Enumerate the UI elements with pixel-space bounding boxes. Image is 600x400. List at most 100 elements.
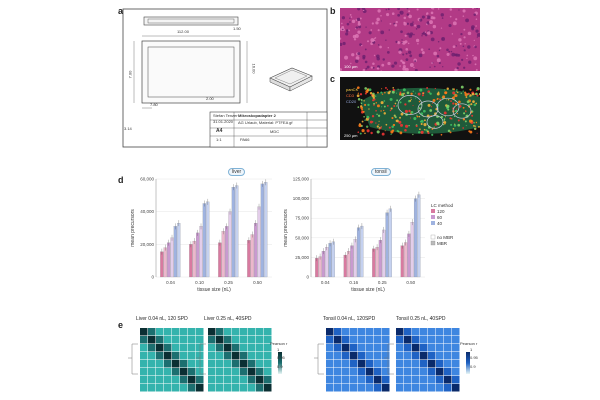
heatmap-cell [148, 376, 156, 384]
bar [221, 231, 225, 278]
heatmap-cell [358, 336, 366, 344]
heatmap-cell [452, 352, 460, 360]
he-texture [415, 27, 418, 30]
he-texture [409, 54, 413, 58]
heatmap-cell [164, 352, 172, 360]
heatmap-cell [404, 376, 412, 384]
heatmap-cell [208, 352, 216, 360]
heatmap-cell [224, 360, 232, 368]
heatmap-cell [240, 376, 248, 384]
he-texture [341, 22, 343, 25]
he-texture [402, 53, 405, 56]
fl-texture [413, 117, 417, 121]
he-texture [476, 8, 478, 10]
fl-texture [359, 132, 362, 135]
heatmap-cell [358, 360, 366, 368]
he-texture [440, 27, 443, 29]
fl-texture [410, 92, 413, 95]
fl-texture [356, 86, 360, 89]
y-tick-label: 0 [306, 275, 309, 280]
fl-texture [452, 88, 454, 90]
he-texture [393, 61, 398, 65]
bar [404, 242, 408, 278]
fl-texture [362, 110, 365, 113]
fl-texture [434, 87, 436, 90]
he-texture [439, 47, 442, 50]
dim-d1: 7.80 [150, 102, 158, 107]
he-texture [442, 66, 444, 68]
heatmap-cell [382, 376, 390, 384]
heatmap-cell [240, 368, 248, 376]
fl-texture [462, 118, 466, 121]
bar [356, 227, 361, 278]
he-texture [365, 26, 367, 28]
y-tick-label: 50,000 [295, 235, 309, 240]
he-texture [366, 40, 370, 43]
drawing-plan-view [141, 40, 241, 104]
heatmap-cell [188, 360, 196, 368]
colorbar-tick-1c: 0.9 [277, 364, 283, 369]
he-texture [351, 53, 355, 57]
he-texture [424, 31, 427, 33]
heatmap-cell [156, 328, 164, 336]
heatmap-cell [452, 376, 460, 384]
bar [325, 247, 329, 278]
heatmap-cell [350, 336, 358, 344]
heatmap-cell [350, 368, 358, 376]
drawing-iso-view [269, 67, 313, 92]
y-tick-label: 25,000 [295, 255, 309, 260]
heatmap-cell [208, 368, 216, 376]
he-texture [408, 14, 412, 19]
x-tick-label: 0.04 [166, 280, 175, 285]
heatmap-cell [358, 368, 366, 376]
colorbar-title-1: Pearson r [270, 341, 288, 346]
he-texture [429, 20, 433, 25]
fl-texture [363, 115, 365, 118]
fl-texture [476, 132, 478, 134]
he-texture [361, 8, 366, 10]
fl-texture [468, 119, 473, 123]
heatmap-cell [444, 376, 452, 384]
tb-name: Stefan Tenzer [213, 113, 238, 118]
fl-texture [409, 99, 412, 102]
he-texture [389, 22, 392, 25]
y-tick-label: 20,000 [140, 242, 154, 247]
bar [400, 245, 404, 278]
bar [413, 198, 418, 278]
fl-texture [406, 91, 410, 95]
dendrogram [384, 343, 394, 375]
bar [346, 251, 351, 278]
bar-chart-liver: 0 20,000 40,000 60,000 0.04 0.10 0.25 0.50 tissu… [130, 177, 272, 293]
heatmap-cell [196, 376, 204, 384]
bar [353, 239, 357, 278]
he-texture [405, 58, 409, 62]
fl-texture [465, 96, 468, 99]
he-texture [473, 39, 475, 42]
fl-texture [383, 100, 386, 102]
he-texture [414, 60, 417, 63]
fl-texture [475, 102, 478, 105]
he-texture [462, 45, 465, 48]
heatmap-cell [358, 328, 366, 336]
fl-texture [444, 89, 446, 91]
heatmap-cell [180, 352, 188, 360]
heatmap-cell [396, 328, 404, 336]
he-texture [431, 8, 435, 10]
fl-outline [426, 115, 444, 129]
y-axis-label: mean precursors [283, 209, 289, 247]
heatmap-cell [216, 384, 224, 392]
heatmap-cell [240, 336, 248, 344]
y-tick-label: 60,000 [140, 177, 154, 182]
he-texture [462, 9, 466, 13]
he-texture [359, 17, 362, 20]
heatmap-cell [224, 376, 232, 384]
he-texture [382, 58, 385, 61]
heatmap-cell [342, 336, 350, 344]
heatmap-cell [208, 344, 216, 352]
heatmap-cell [140, 360, 148, 368]
he-texture [464, 43, 466, 45]
heatmap-cell [216, 360, 224, 368]
fl-texture [399, 116, 401, 119]
he-texture [433, 51, 438, 56]
bar [372, 248, 376, 278]
